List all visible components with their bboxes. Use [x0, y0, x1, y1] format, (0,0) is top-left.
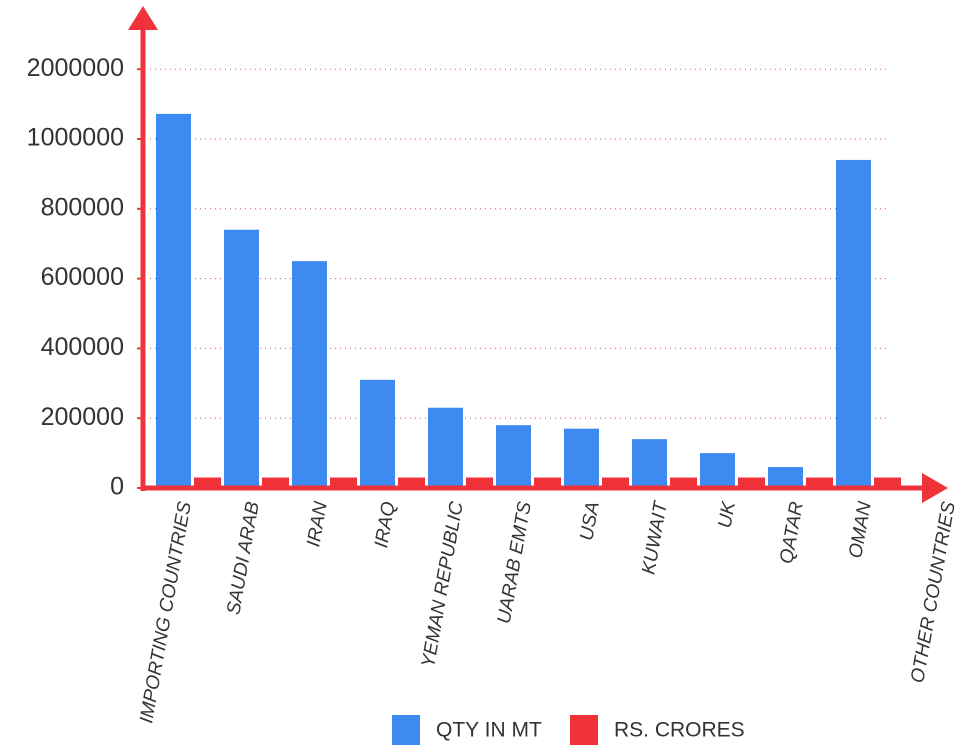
bar — [292, 261, 327, 488]
y-axis-arrow — [128, 6, 158, 30]
bar — [466, 477, 493, 488]
bar — [874, 477, 901, 488]
x-tick-label: IRAN — [303, 500, 332, 549]
bar — [700, 453, 735, 488]
x-tick-label: IMPORTING COUNTRIES — [136, 500, 196, 725]
bar — [262, 477, 289, 488]
bar — [670, 477, 697, 488]
bar — [330, 477, 357, 488]
x-tick-label: YEMAN REPUBLIC — [418, 500, 468, 669]
y-tick-label: 1000000 — [27, 124, 124, 152]
x-tick-label: UK — [715, 499, 740, 530]
x-tick-label: USA — [576, 500, 603, 542]
legend-swatch — [392, 715, 420, 745]
x-axis-arrow — [922, 473, 948, 503]
bar — [194, 477, 221, 488]
x-tick-label: KUWAIT — [638, 499, 672, 576]
x-axis-label: OTHER COUNTRIES — [907, 500, 960, 685]
bar — [632, 439, 667, 488]
bar — [496, 425, 531, 488]
x-tick-label: UARAB EMTS — [494, 500, 536, 626]
legend-swatch — [570, 715, 598, 745]
y-tick-label: 600000 — [41, 263, 124, 291]
x-tick-label: SAUDI ARAB — [223, 500, 264, 617]
x-tick-label: QATAR — [776, 500, 808, 566]
bar — [806, 477, 833, 488]
bar — [602, 477, 629, 488]
y-tick-label: 2000000 — [27, 54, 124, 82]
bar — [398, 477, 425, 488]
y-tick-label: 200000 — [41, 403, 124, 431]
bar — [768, 467, 803, 488]
x-tick-label: OMAN — [845, 500, 876, 560]
legend-label: RS. CRORES — [614, 719, 745, 742]
x-tick-label: IRAQ — [371, 500, 400, 550]
bar — [224, 229, 259, 489]
bar — [836, 159, 871, 488]
bar — [738, 477, 765, 488]
bar — [360, 379, 395, 488]
bar — [428, 407, 463, 488]
y-tick-label: 800000 — [41, 193, 124, 221]
y-tick-label: 400000 — [41, 333, 124, 361]
y-tick-label: 0 — [110, 473, 124, 501]
legend-label: QTY IN MT — [436, 719, 542, 742]
bar — [156, 113, 191, 488]
bar — [534, 477, 561, 488]
bar — [564, 428, 599, 488]
